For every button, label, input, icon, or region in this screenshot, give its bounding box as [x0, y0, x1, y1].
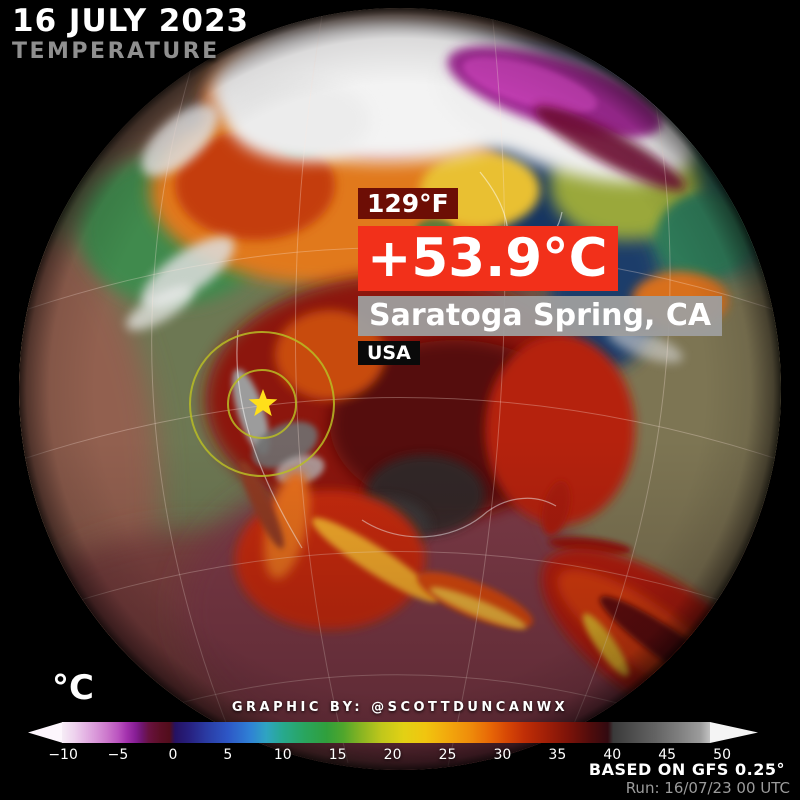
- page-subtitle: TEMPERATURE: [12, 39, 220, 64]
- title-block: 16 JULY 2023 TEMPERATURE: [12, 4, 249, 64]
- model-info: BASED ON GFS 0.25°: [588, 760, 785, 779]
- callout-location: Saratoga Spring, CA: [358, 296, 723, 336]
- colorbar-tick-label: 50: [713, 747, 731, 763]
- page-title-date: 16 JULY 2023: [12, 3, 250, 39]
- callout-country: USA: [358, 341, 420, 365]
- run-info: Run: 16/07/23 00 UTC: [625, 779, 790, 797]
- marker-outer-ring: [189, 331, 335, 477]
- credit-text: GRAPHIC BY: @SCOTTDUNCANWX: [231, 700, 569, 715]
- colorbar-tick-label: 10: [273, 747, 292, 763]
- callout-celsius: +53.9°C: [358, 226, 618, 291]
- colorbar-tick-label: 45: [658, 747, 677, 763]
- location-marker: [189, 331, 335, 477]
- marker-inner-ring: [227, 369, 297, 439]
- colorbar-unit-label: °C: [52, 668, 94, 708]
- colorbar-tick-label: −10: [48, 747, 78, 763]
- colorbar-tick-label: 0: [168, 747, 178, 763]
- colorbar-tick-label: 5: [223, 747, 233, 763]
- colorbar-tick-label: 35: [548, 747, 567, 763]
- colorbar-tick-label: 25: [438, 747, 457, 763]
- colorbar-tick-label: 40: [603, 747, 622, 763]
- location-star-icon: [248, 389, 278, 417]
- colorbar-tick-label: 30: [493, 747, 512, 763]
- colorbar-gradient: [62, 722, 710, 743]
- colorbar-tick-label: 15: [328, 747, 347, 763]
- callout-fahrenheit: 129°F: [358, 188, 458, 219]
- colorbar: −10 −5 0 5 10 15 20 25 30 35 40 45 50: [28, 722, 758, 763]
- colorbar-ticks: −10 −5 0 5 10 15 20 25 30 35 40 45 50: [28, 722, 758, 767]
- colorbar-tick-label: 20: [383, 747, 402, 763]
- colorbar-tick-label: −5: [107, 747, 129, 763]
